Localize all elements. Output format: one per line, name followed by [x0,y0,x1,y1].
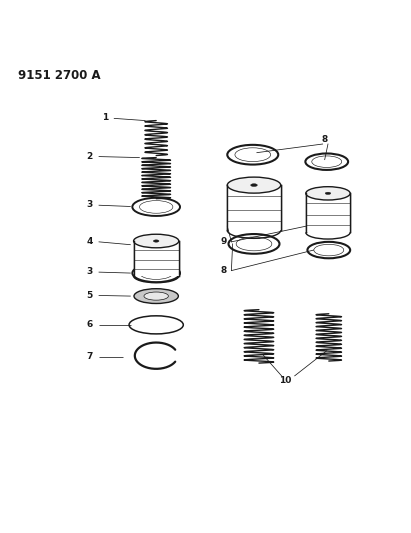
Text: 1: 1 [102,113,108,122]
Ellipse shape [134,234,179,248]
Ellipse shape [227,177,281,193]
Bar [227,185,281,230]
Ellipse shape [251,184,257,187]
Text: 5: 5 [86,291,93,300]
Ellipse shape [144,292,169,300]
Bar [134,241,179,276]
Text: 6: 6 [86,320,93,329]
Text: 7: 7 [86,352,93,361]
Ellipse shape [325,192,331,195]
Text: 9151 2700 A: 9151 2700 A [18,69,101,82]
Text: 3: 3 [86,268,93,276]
Text: 10: 10 [279,376,292,385]
Text: 8: 8 [221,266,227,275]
Text: 4: 4 [86,237,93,246]
Ellipse shape [153,240,159,242]
Bar [306,193,350,232]
Text: 8: 8 [321,135,328,143]
Ellipse shape [134,289,178,303]
Text: 9: 9 [221,237,227,246]
Text: 3: 3 [86,200,93,209]
Text: 2: 2 [86,152,93,161]
Ellipse shape [306,187,350,200]
